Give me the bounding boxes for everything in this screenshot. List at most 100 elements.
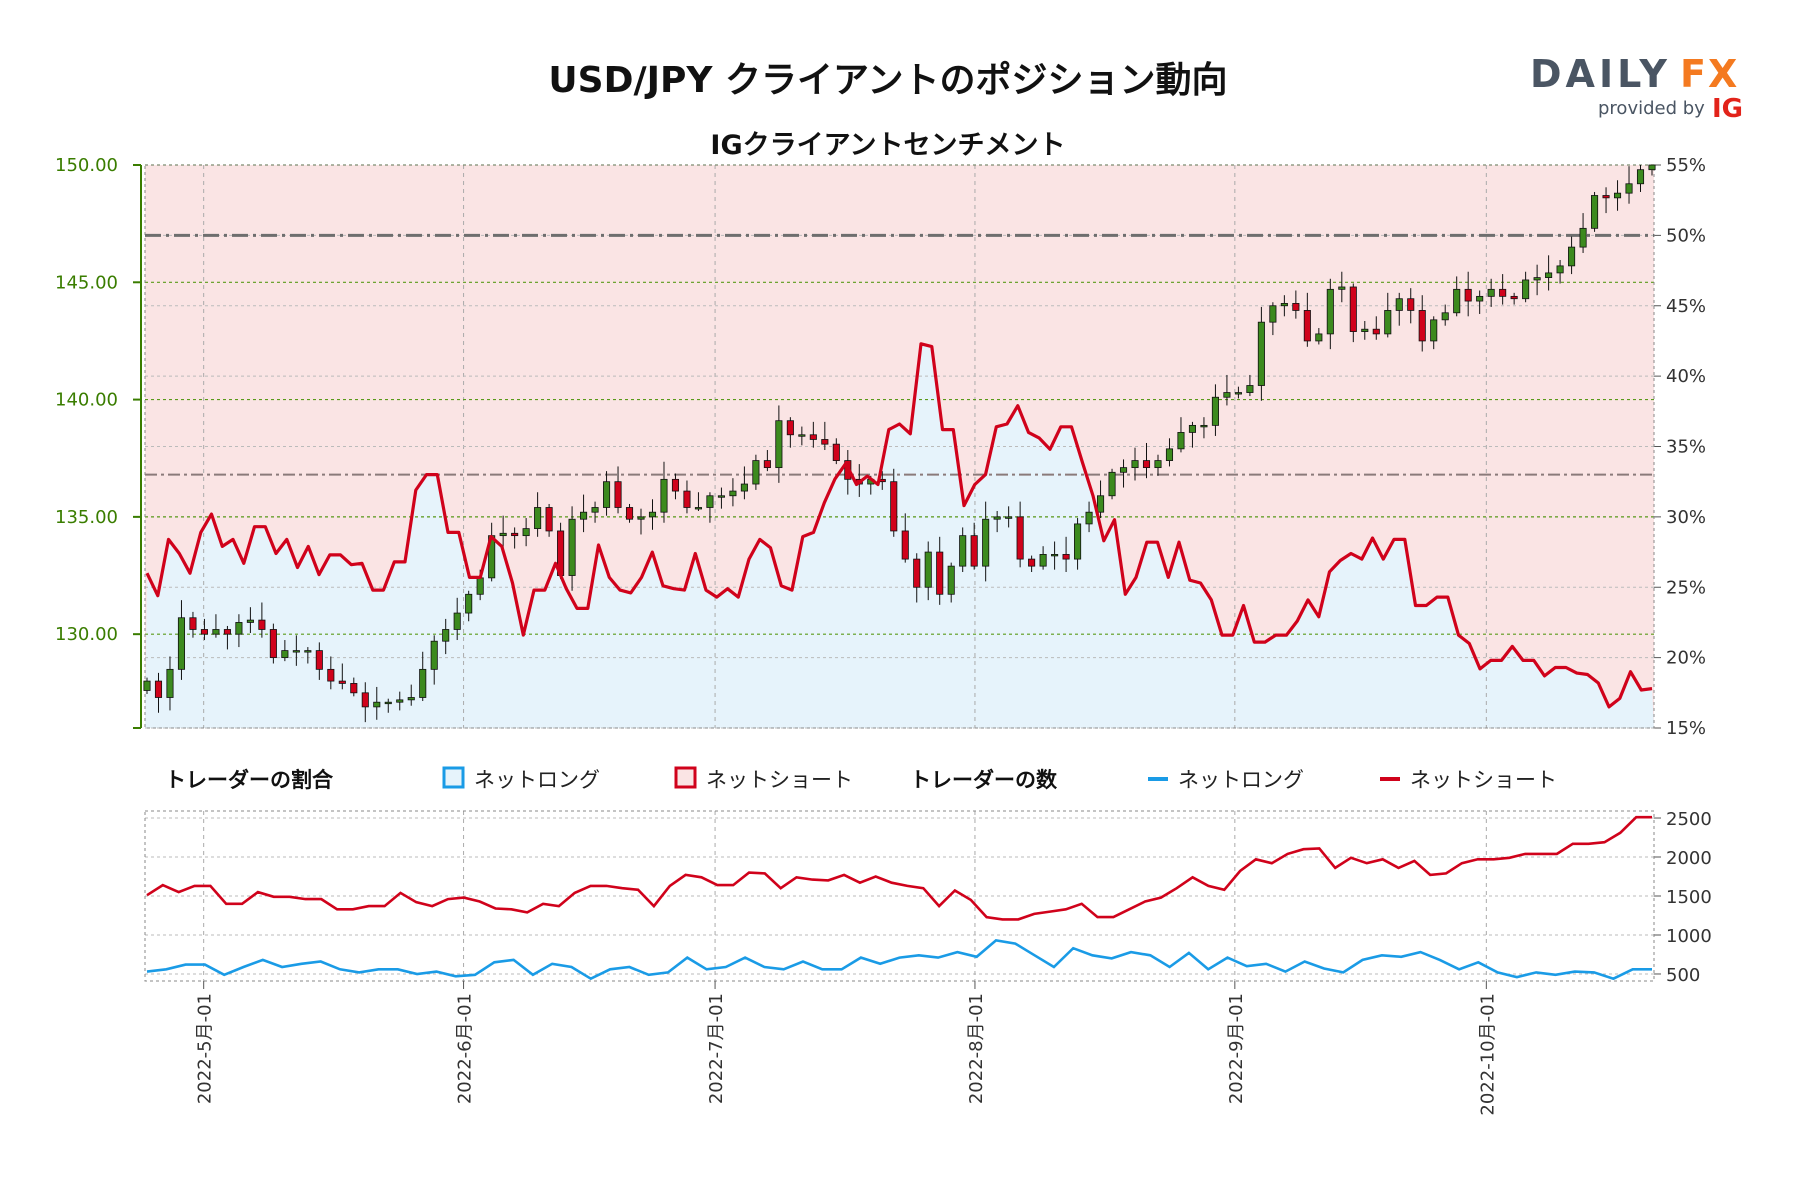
price-candle [522,528,530,537]
price-candle [648,511,657,518]
price-candle [1510,295,1518,300]
price-candle [350,683,358,694]
price-candle [1223,392,1231,398]
x-tick-label: 2022-9月-01 [1226,993,1247,1104]
price-candle [1407,298,1415,311]
x-tick-label: 2022-6月-01 [455,993,476,1104]
price-candle [924,551,932,588]
price-candle [1292,303,1300,311]
price-candle [1165,448,1174,461]
price-candle [545,507,553,532]
price-candle [292,650,300,653]
legend-short-swatch [674,766,697,789]
price-tick-label: 140.00 [55,390,118,411]
logo-daily: DAILY [1530,52,1671,96]
price-candle [327,668,335,682]
price-candle [1119,467,1128,473]
price-candle [1039,554,1047,567]
net-long-count-line [146,939,1652,981]
price-candle [465,593,473,614]
price-candle [1602,195,1610,199]
price-candle [1005,516,1013,519]
pct-tick-label: 40% [1666,366,1706,387]
price-candle [683,490,691,508]
price-candle [373,701,381,708]
price-candle [1453,288,1461,314]
price-candle [1016,516,1024,560]
pct-tick-label: 30% [1666,507,1706,528]
pct-tick-label: 35% [1666,437,1706,458]
price-candle [1625,183,1633,194]
legend-count-title: トレーダーの数 [910,768,1058,792]
price-candle [798,434,806,437]
pct-tick-label: 45% [1666,296,1706,317]
price-candle [1636,169,1645,185]
price-candle [786,420,794,436]
price-candle [1154,460,1162,469]
price-candle [890,481,898,532]
price-candle [1200,424,1208,428]
price-candle [396,699,404,703]
price-candle [419,668,427,698]
price-candle [809,434,817,440]
price-candle [430,640,438,670]
price-candle [832,443,840,461]
price-candle [315,650,323,670]
price-candle [1499,288,1507,297]
price-candle [959,535,967,567]
price-candle [580,511,588,520]
price-candle [1533,277,1541,281]
count-tick-label: 2000 [1666,848,1712,869]
price-candle [1372,328,1380,335]
x-tick-label: 2022-5月-01 [195,993,216,1104]
price-candle [1395,298,1403,311]
price-candle [499,532,507,537]
price-tick-label: 145.00 [55,272,118,293]
price-candle [212,629,220,635]
price-candle [706,495,714,508]
price-candle [235,622,243,635]
legend-count-long: ネットロング [1178,768,1304,792]
price-candle [154,680,163,698]
price-candle [694,507,702,510]
price-candle [511,532,519,537]
price-candle [407,697,415,701]
price-candle [1326,288,1334,335]
count-tick-label: 1000 [1666,926,1712,947]
price-candle [177,617,186,670]
price-candle [752,460,760,485]
count-tick-label: 2500 [1666,809,1712,830]
price-candle [1384,310,1392,335]
price-tick-label: 150.00 [55,155,118,176]
price-candle [476,577,484,595]
plot-border [144,164,1655,729]
chart-title: USD/JPY クライアントのポジション動向 [548,59,1227,101]
price-candle [1131,460,1139,469]
price-candle [258,619,266,630]
count-plot-border [144,810,1655,982]
price-candle [246,619,254,623]
price-candle [143,680,151,691]
price-candle [453,612,461,630]
price-candle [1028,558,1036,567]
logo-fx: FX [1680,52,1739,96]
price-candle [1487,288,1495,297]
price-candle [982,518,990,567]
count-tick-label: 500 [1666,965,1700,986]
price-candle [602,481,611,508]
price-candle [901,530,909,560]
dailyfx-logo: DAILY FX provided by IG [1530,52,1743,124]
price-candle [1441,312,1449,321]
price-candle [1097,495,1105,513]
price-candle [660,478,668,513]
price-candle [1349,286,1357,332]
pct-tick-label: 20% [1666,648,1706,669]
price-candle [740,483,748,492]
pct-tick-label: 15% [1666,718,1706,739]
price-candle [1177,432,1185,450]
price-candle [442,629,450,642]
price-tick-label: 130.00 [55,624,118,645]
price-candle [534,507,542,530]
price-candle [717,495,725,498]
